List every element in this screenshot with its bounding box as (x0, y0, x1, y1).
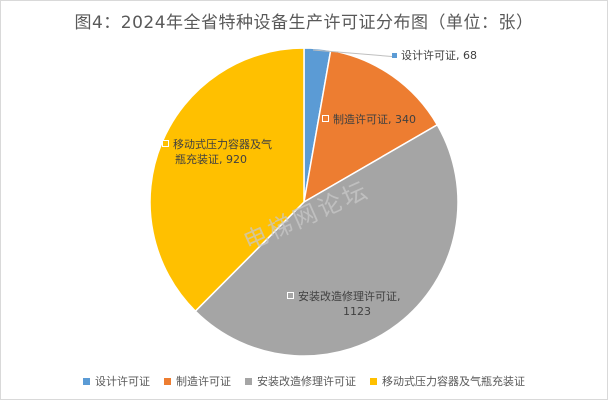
legend-swatch (245, 377, 252, 385)
legend-label: 设计许可证 (95, 375, 150, 388)
data-label-key (322, 115, 329, 122)
data-label-key (162, 140, 169, 147)
legend-swatch (164, 377, 171, 385)
data-label-text: 移动式压力容器及气 (173, 138, 272, 151)
legend-swatch (83, 377, 90, 385)
legend-swatch (370, 377, 377, 385)
data-label-key (287, 292, 294, 299)
data-label-text: 设计许可证, 68 (401, 49, 477, 62)
leader-line (312, 49, 399, 58)
legend-item-mobile-vessel[interactable]: 移动式压力容器及气瓶充装证 (370, 373, 525, 389)
legend-item-manufacture[interactable]: 制造许可证 (164, 373, 231, 389)
data-label-mobile-vessel: 移动式压力容器及气 瓶充装证, 920 (162, 137, 272, 167)
pie-slice-mobile-vessel[interactable] (149, 47, 305, 313)
legend-label: 安装改造修理许可证 (257, 375, 356, 388)
data-label-text: 1123 (343, 305, 371, 318)
data-label-text: 制造许可证, 340 (333, 113, 416, 126)
legend: 设计许可证 制造许可证 安装改造修理许可证 移动式压力容器及气瓶充装证 (0, 373, 608, 389)
data-label-design: 设计许可证, 68 (392, 48, 477, 63)
pie-slice-installation[interactable] (194, 123, 459, 357)
chart-title: 图4：2024年全省特种设备生产许可证分布图（单位：张） (74, 13, 534, 33)
data-label-text: 安装改造修理许可证, (298, 290, 401, 303)
legend-label: 制造许可证 (176, 375, 231, 388)
data-label-key (392, 53, 397, 58)
data-label-installation: 安装改造修理许可证, 1123 (287, 289, 401, 319)
legend-label: 移动式压力容器及气瓶充装证 (382, 375, 525, 388)
data-label-manufacture: 制造许可证, 340 (322, 112, 416, 127)
data-label-text: 瓶充装证, 920 (175, 153, 247, 166)
legend-item-design[interactable]: 设计许可证 (83, 373, 150, 389)
legend-item-installation[interactable]: 安装改造修理许可证 (245, 373, 356, 389)
